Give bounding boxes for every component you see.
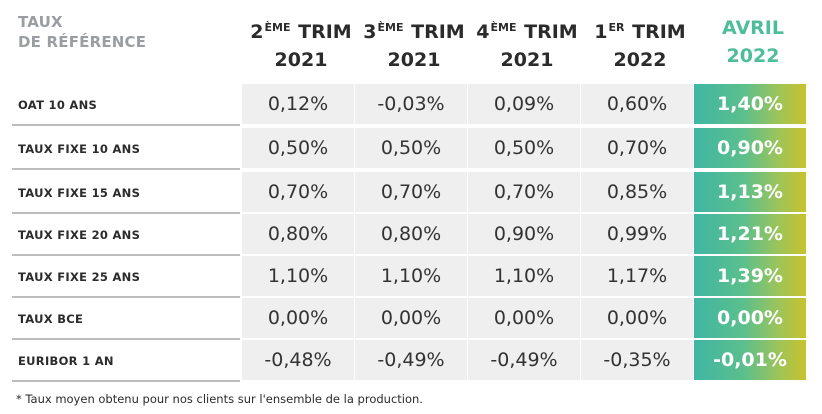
- corner-line-2: DE RÉFÉRENCE: [18, 33, 147, 51]
- column-ordinal: 2: [250, 21, 264, 43]
- rate-cell: 1,10%: [468, 256, 580, 296]
- table-corner-label: TAUX DE RÉFÉRENCE: [18, 12, 146, 52]
- rate-cell: 0,80%: [355, 214, 467, 254]
- column-year: 2021: [387, 49, 441, 71]
- rate-cell: 0,50%: [468, 128, 580, 168]
- row-label: TAUX BCE: [12, 298, 240, 340]
- highlight-rate-cell: 0,90%: [694, 128, 806, 168]
- rate-cell: -0,03%: [355, 84, 467, 124]
- footnote: * Taux moyen obtenu pour nos clients sur…: [16, 392, 423, 406]
- table-row: OAT 10 ANS 0,12% -0,03% 0,09% 0,60% 1,40%: [12, 84, 810, 126]
- column-header-q3-2021: 3ÈME TRIM 2021: [356, 14, 472, 74]
- rate-cell: 1,17%: [581, 256, 693, 296]
- column-ordinal: 1: [594, 21, 608, 43]
- rate-cell: -0,48%: [242, 340, 354, 380]
- rate-cell: 0,09%: [468, 84, 580, 124]
- column-ordinal: 4: [476, 21, 490, 43]
- table-row: EURIBOR 1 AN -0,48% -0,49% -0,49% -0,35% -0,0…: [12, 340, 810, 382]
- column-period: TRIM: [517, 21, 578, 43]
- column-year: 2021: [274, 49, 328, 71]
- table-row: TAUX BCE 0,00% 0,00% 0,00% 0,00% 0,00%: [12, 298, 810, 340]
- corner-line-1: TAUX: [18, 13, 63, 31]
- column-ordinal-suffix: ÈME: [377, 21, 404, 34]
- column-year: 2022: [726, 45, 780, 67]
- rate-cell: 0,80%: [242, 214, 354, 254]
- highlight-rate-cell: 1,40%: [694, 84, 806, 124]
- table-row: TAUX FIXE 25 ANS 1,10% 1,10% 1,10% 1,17% 1,39…: [12, 256, 810, 298]
- row-label: OAT 10 ANS: [12, 84, 240, 126]
- highlight-rate-cell: 1,39%: [694, 256, 806, 296]
- rate-cell: -0,49%: [355, 340, 467, 380]
- row-label: TAUX FIXE 15 ANS: [12, 172, 240, 214]
- rate-cell: 0,50%: [355, 128, 467, 168]
- table-row: TAUX FIXE 15 ANS 0,70% 0,70% 0,70% 0,85% 1,13…: [12, 172, 810, 214]
- highlight-rate-cell: 1,13%: [694, 172, 806, 212]
- column-year: 2022: [613, 49, 667, 71]
- rate-cell: 0,85%: [581, 172, 693, 212]
- rate-cell: 0,60%: [581, 84, 693, 124]
- column-header-q1-2022: 1ER TRIM 2022: [582, 14, 698, 74]
- rate-cell: -0,35%: [581, 340, 693, 380]
- column-header-avril-2022: AVRIL 2022: [695, 14, 811, 70]
- column-period: TRIM: [291, 21, 352, 43]
- rate-cell: 0,70%: [355, 172, 467, 212]
- column-year: 2021: [500, 49, 554, 71]
- highlight-rate-cell: 0,00%: [694, 298, 806, 338]
- rate-cell: 0,70%: [581, 128, 693, 168]
- column-ordinal: 3: [363, 21, 377, 43]
- column-ordinal-suffix: ÈME: [264, 21, 291, 34]
- table-row: TAUX FIXE 20 ANS 0,80% 0,80% 0,90% 0,99% 1,21…: [12, 214, 810, 256]
- row-label: TAUX FIXE 10 ANS: [12, 128, 240, 170]
- rate-cell: 0,00%: [355, 298, 467, 338]
- rate-cell: 0,99%: [581, 214, 693, 254]
- rate-cell: 0,00%: [468, 298, 580, 338]
- highlight-rate-cell: -0,01%: [694, 340, 806, 380]
- rate-cell: 0,70%: [242, 172, 354, 212]
- column-header-q2-2021: 2ÈME TRIM 2021: [243, 14, 359, 74]
- rate-cell: 0,90%: [468, 214, 580, 254]
- column-ordinal-suffix: ÈME: [490, 21, 517, 34]
- rate-cell: 0,12%: [242, 84, 354, 124]
- rate-cell: 1,10%: [355, 256, 467, 296]
- rate-cell: 0,00%: [242, 298, 354, 338]
- row-label: EURIBOR 1 AN: [12, 340, 240, 382]
- rate-cell: 0,70%: [468, 172, 580, 212]
- rate-cell: 1,10%: [242, 256, 354, 296]
- column-period: TRIM: [625, 21, 686, 43]
- column-period: TRIM: [404, 21, 465, 43]
- rate-cell: 0,50%: [242, 128, 354, 168]
- rate-cell: 0,00%: [581, 298, 693, 338]
- highlight-rate-cell: 1,21%: [694, 214, 806, 254]
- table-row: TAUX FIXE 10 ANS 0,50% 0,50% 0,50% 0,70% 0,90…: [12, 128, 810, 170]
- rate-cell: -0,49%: [468, 340, 580, 380]
- row-label: TAUX FIXE 20 ANS: [12, 214, 240, 256]
- column-ordinal-suffix: ER: [608, 21, 625, 34]
- row-label: TAUX FIXE 25 ANS: [12, 256, 240, 298]
- column-month: AVRIL: [722, 17, 784, 39]
- column-header-q4-2021: 4ÈME TRIM 2021: [469, 14, 585, 74]
